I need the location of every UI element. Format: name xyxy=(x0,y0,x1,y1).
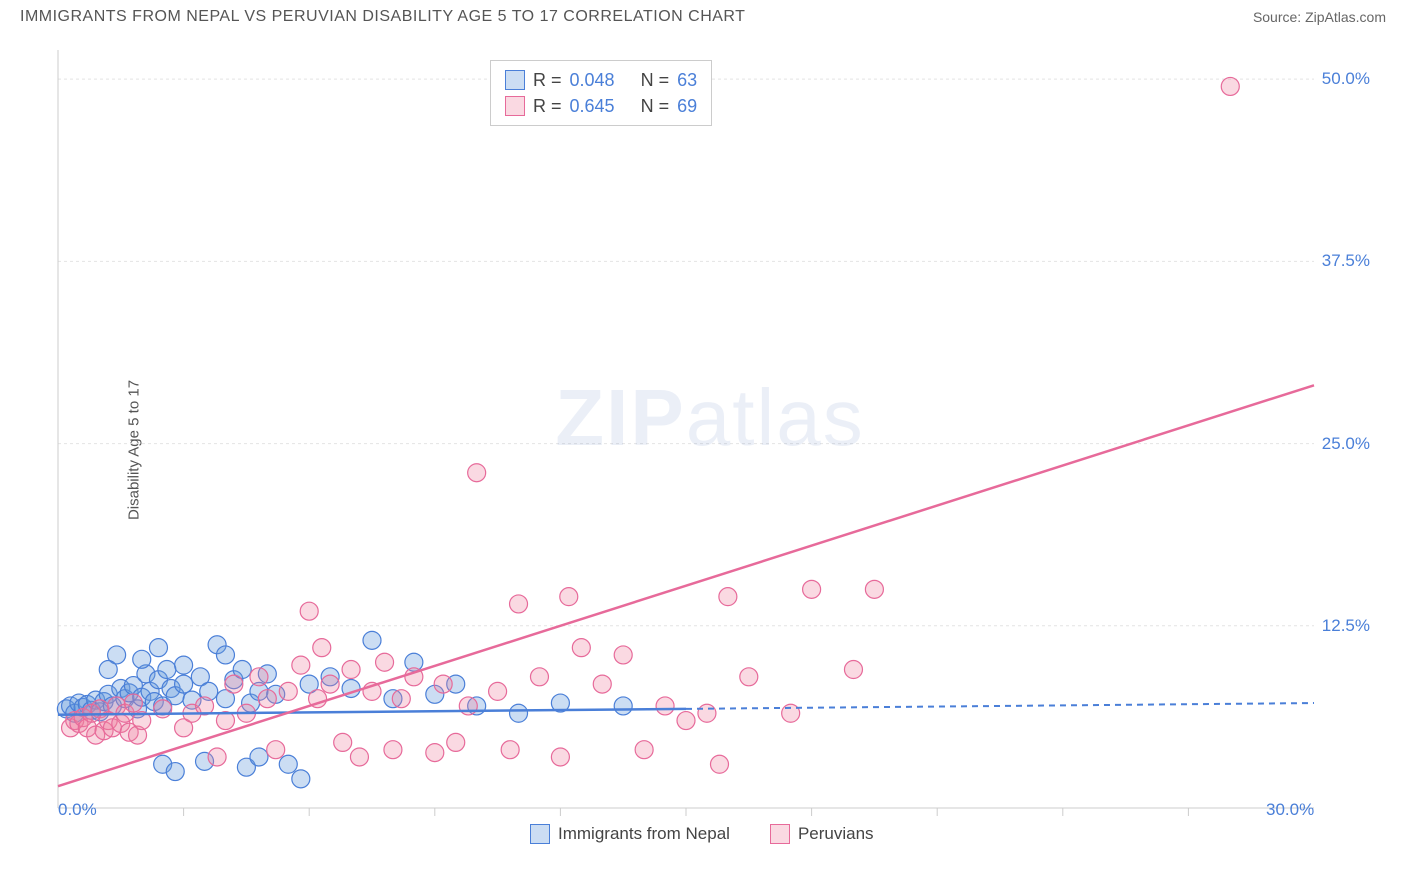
data-point xyxy=(258,690,276,708)
data-point xyxy=(292,770,310,788)
legend-item: Peruvians xyxy=(770,824,874,844)
chart-container: Disability Age 5 to 17 ZIPatlas R = 0.04… xyxy=(50,50,1370,850)
y-tick-label: 12.5% xyxy=(1322,616,1370,636)
data-point xyxy=(635,741,653,759)
data-point xyxy=(614,697,632,715)
data-point xyxy=(530,668,548,686)
data-point xyxy=(510,704,528,722)
data-point xyxy=(267,741,285,759)
data-point xyxy=(292,656,310,674)
data-point xyxy=(376,653,394,671)
data-point xyxy=(392,690,410,708)
data-point xyxy=(154,700,172,718)
data-point xyxy=(551,748,569,766)
data-point xyxy=(350,748,368,766)
data-point xyxy=(560,588,578,606)
x-tick-label: 0.0% xyxy=(58,800,97,820)
data-point xyxy=(175,656,193,674)
data-point xyxy=(250,668,268,686)
data-point xyxy=(656,697,674,715)
source-attribution: Source: ZipAtlas.com xyxy=(1253,9,1386,25)
data-point xyxy=(501,741,519,759)
series-legend: Immigrants from Nepal Peruvians xyxy=(530,824,874,844)
data-point xyxy=(149,639,167,657)
data-point xyxy=(698,704,716,722)
data-point xyxy=(225,675,243,693)
data-point xyxy=(384,741,402,759)
scatter-plot xyxy=(50,50,1370,850)
n-value: 69 xyxy=(677,93,697,119)
data-point xyxy=(434,675,452,693)
data-point xyxy=(133,650,151,668)
data-point xyxy=(614,646,632,664)
y-tick-label: 37.5% xyxy=(1322,251,1370,271)
data-point xyxy=(677,712,695,730)
legend-swatch xyxy=(505,96,525,116)
data-point xyxy=(313,639,331,657)
x-tick-label: 30.0% xyxy=(1266,800,1314,820)
r-label: R = xyxy=(533,93,562,119)
data-point xyxy=(426,744,444,762)
legend-swatch xyxy=(505,70,525,90)
n-value: 63 xyxy=(677,67,697,93)
data-point xyxy=(593,675,611,693)
data-point xyxy=(459,697,477,715)
y-tick-label: 50.0% xyxy=(1322,69,1370,89)
data-point xyxy=(803,580,821,598)
data-point xyxy=(166,763,184,781)
data-point xyxy=(342,661,360,679)
data-point xyxy=(124,694,142,712)
legend-label: Immigrants from Nepal xyxy=(558,824,730,844)
data-point xyxy=(158,661,176,679)
trend-line-extrapolated xyxy=(686,703,1314,709)
correlation-legend-row: R = 0.048 N = 63 xyxy=(505,67,697,93)
chart-title: IMMIGRANTS FROM NEPAL VS PERUVIAN DISABI… xyxy=(20,8,745,26)
n-label: N = xyxy=(641,93,670,119)
n-label: N = xyxy=(641,67,670,93)
data-point xyxy=(489,682,507,700)
r-value: 0.048 xyxy=(570,67,615,93)
legend-swatch xyxy=(770,824,790,844)
legend-label: Peruvians xyxy=(798,824,874,844)
data-point xyxy=(279,755,297,773)
data-point xyxy=(1221,77,1239,95)
data-point xyxy=(572,639,590,657)
data-point xyxy=(447,733,465,751)
y-tick-label: 25.0% xyxy=(1322,434,1370,454)
data-point xyxy=(216,646,234,664)
legend-item: Immigrants from Nepal xyxy=(530,824,730,844)
r-label: R = xyxy=(533,67,562,93)
data-point xyxy=(844,661,862,679)
correlation-legend: R = 0.048 N = 63 R = 0.645 N = 69 xyxy=(490,60,712,126)
data-point xyxy=(510,595,528,613)
data-point xyxy=(740,668,758,686)
r-value: 0.645 xyxy=(570,93,615,119)
correlation-legend-row: R = 0.645 N = 69 xyxy=(505,93,697,119)
data-point xyxy=(99,661,117,679)
legend-swatch xyxy=(530,824,550,844)
data-point xyxy=(363,631,381,649)
data-point xyxy=(300,602,318,620)
data-point xyxy=(208,748,226,766)
data-point xyxy=(250,748,268,766)
data-point xyxy=(279,682,297,700)
data-point xyxy=(719,588,737,606)
data-point xyxy=(175,675,193,693)
data-point xyxy=(334,733,352,751)
data-point xyxy=(321,675,339,693)
data-point xyxy=(710,755,728,773)
data-point xyxy=(865,580,883,598)
data-point xyxy=(468,464,486,482)
